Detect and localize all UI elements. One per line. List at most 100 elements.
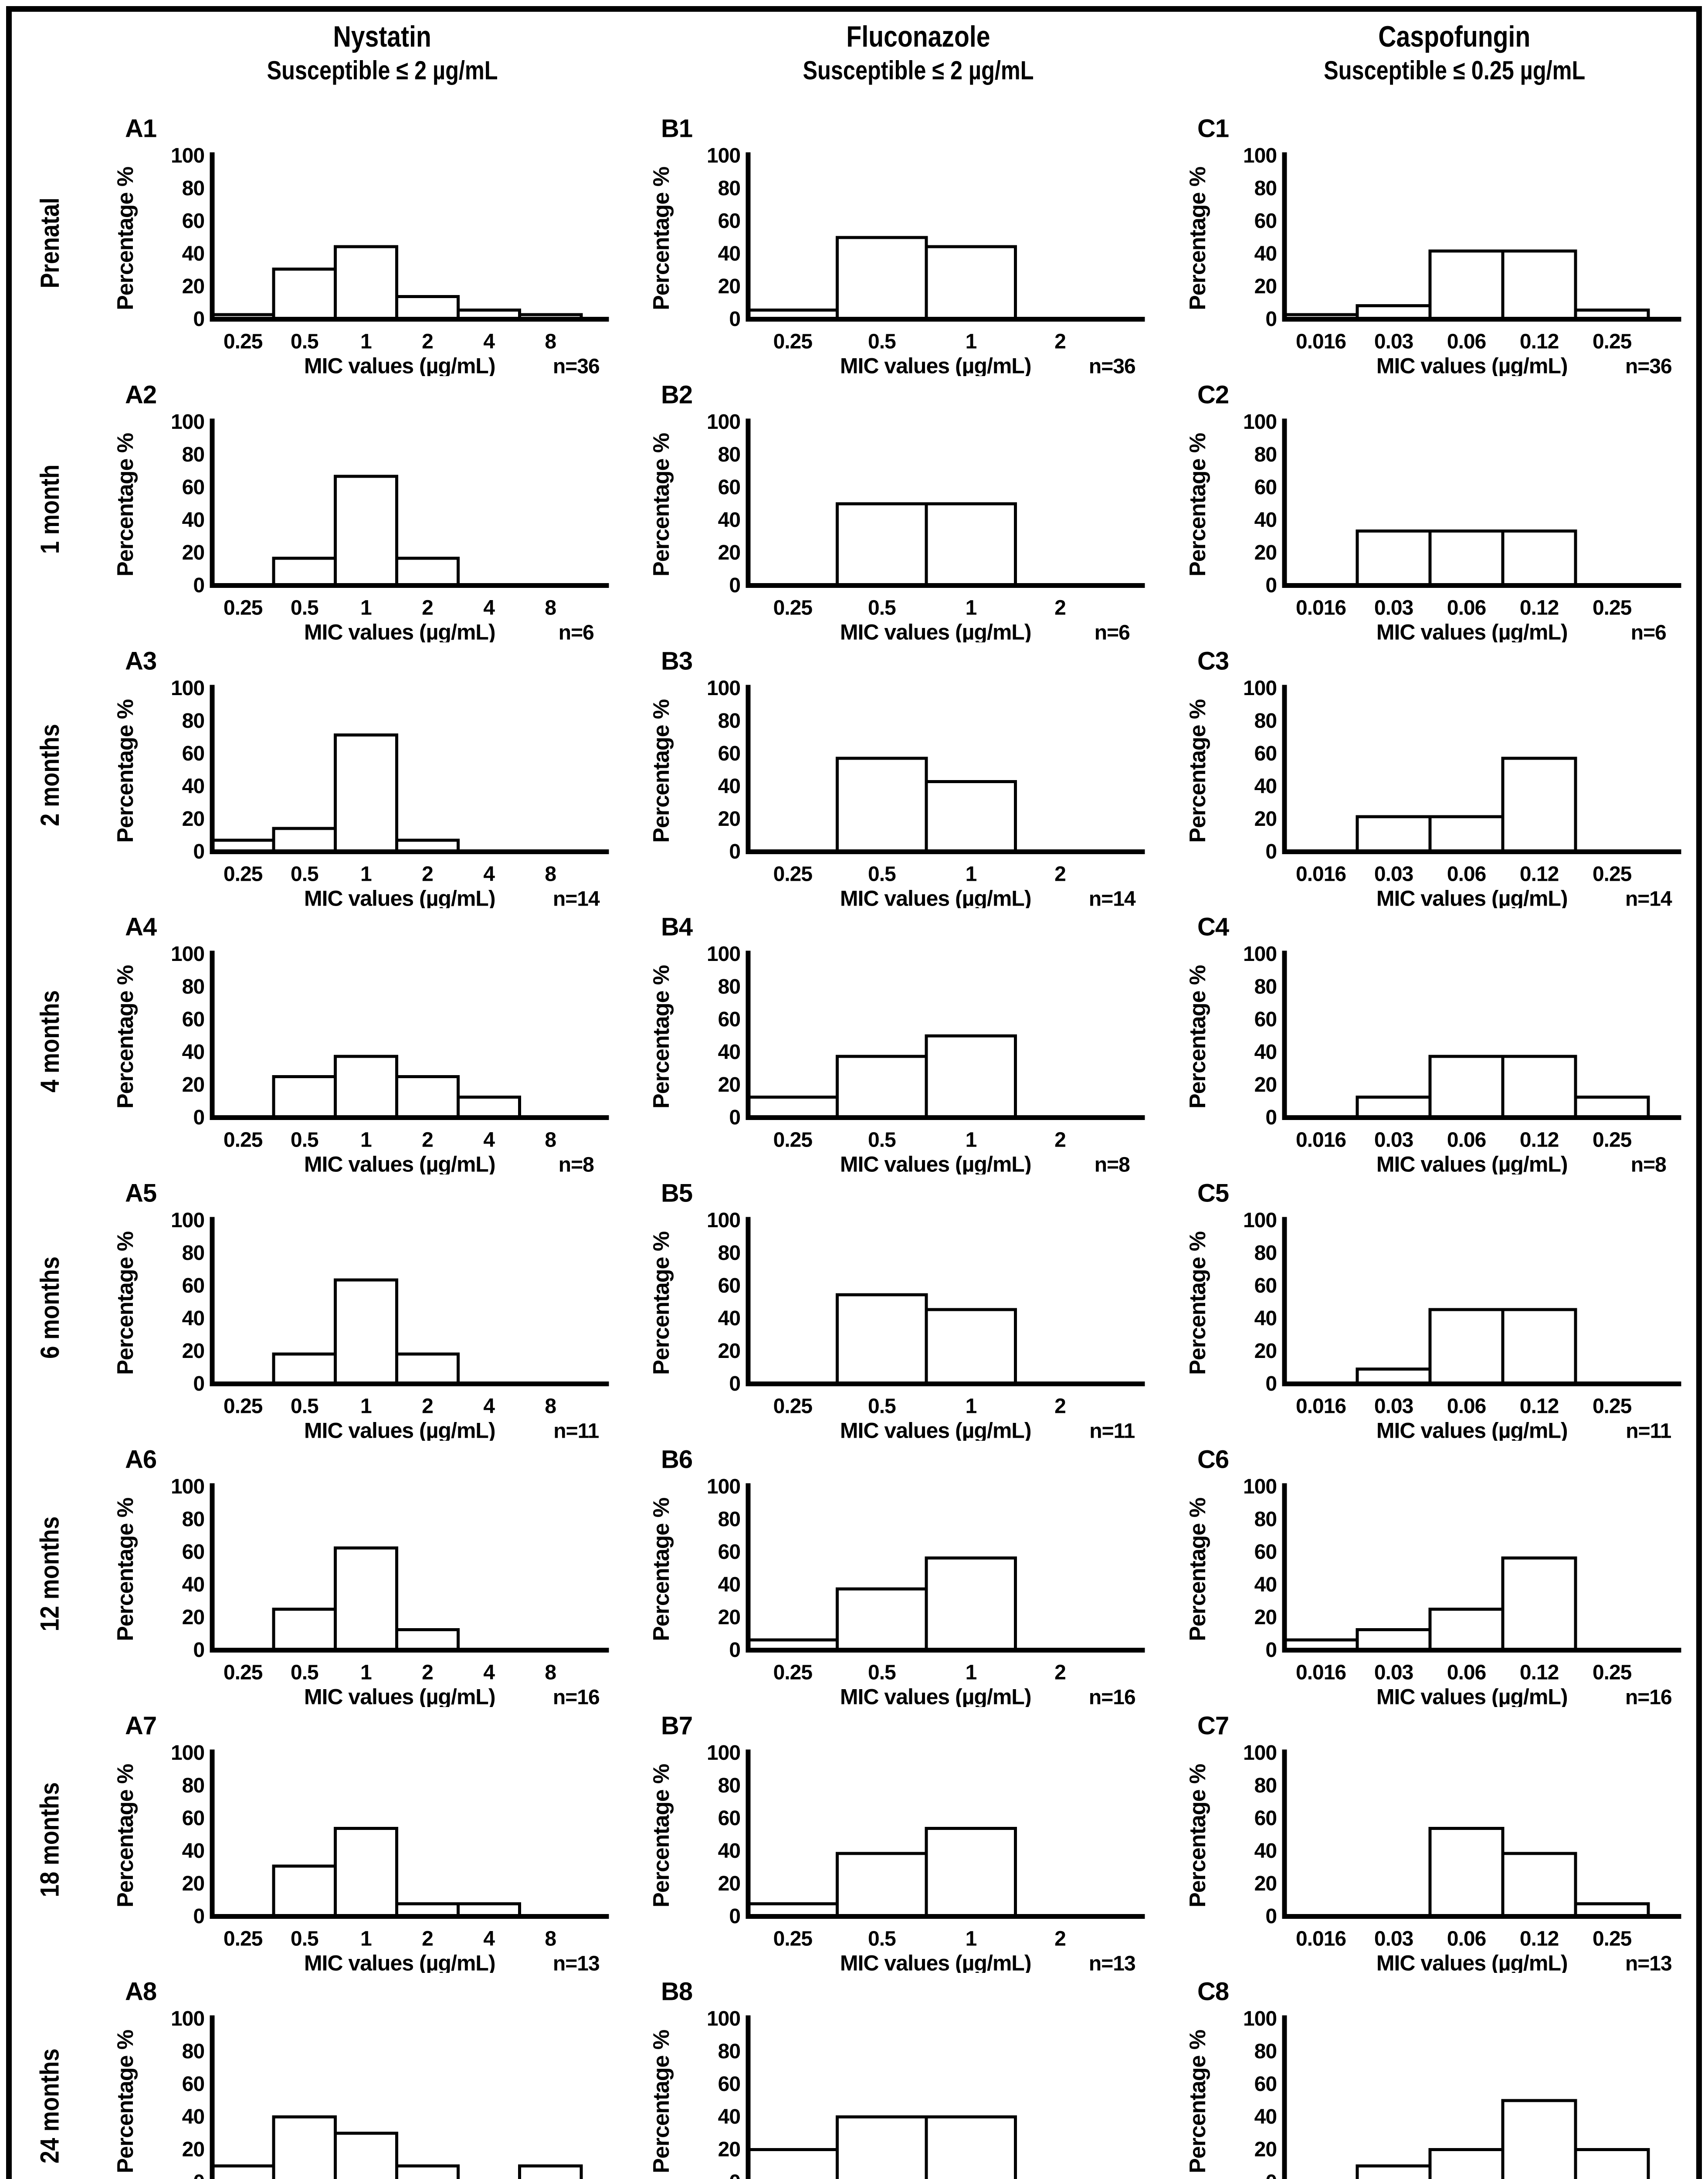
x-tick-label: 0.016 <box>1296 596 1346 619</box>
chart-cell-B6: 0 20 40 60 80 100 Percentage % 0.25 0.5 1 2 MIC val… <box>624 1441 1160 1707</box>
y-tick-label: 20 <box>718 275 740 298</box>
y-tick-label: 60 <box>718 1008 740 1031</box>
panel-id-label: A3 <box>125 647 156 675</box>
x-tick-label: 0.25 <box>773 330 813 353</box>
sample-size-label: n=11 <box>1626 1419 1671 1440</box>
bar-B7-0.5 <box>836 1852 929 1918</box>
y-tick-label: 60 <box>1254 210 1276 233</box>
x-axis-label: MIC values (µg/mL) <box>1376 1418 1568 1440</box>
sample-size-label: n=16 <box>1089 1686 1135 1707</box>
y-tick-label: 80 <box>182 709 204 732</box>
x-tick-label: 0.5 <box>868 1927 896 1950</box>
x-tick-label: 0.06 <box>1447 1395 1486 1418</box>
chart-A6: 0 20 40 60 80 100 Percentage % 0.25 0.5 1 2 4 8 MIC v… <box>113 1445 609 1707</box>
y-tick-label: 0 <box>729 308 741 331</box>
panel-id-label: C2 <box>1197 380 1229 409</box>
bar-B8-0.5 <box>836 2115 929 2179</box>
bar-B2-1 <box>925 502 1017 587</box>
sample-size-label: n=14 <box>1625 887 1672 908</box>
x-tick-label: 0.016 <box>1296 1927 1346 1950</box>
panel-id-label: B3 <box>661 647 692 675</box>
bar-A5-1 <box>333 1278 398 1385</box>
x-tick-label: 4 <box>483 1129 495 1152</box>
bar-C5-0.12 <box>1501 1308 1577 1385</box>
x-tick-label: 0.5 <box>868 1129 896 1152</box>
bar-A5-2 <box>395 1352 460 1385</box>
x-tick-label: 0.016 <box>1296 1661 1346 1684</box>
y-tick-label: 60 <box>182 476 204 499</box>
y-axis-label: Percentage % <box>113 2030 138 2173</box>
y-tick-label: 60 <box>1254 2073 1276 2096</box>
y-tick-label: 20 <box>182 1340 204 1363</box>
bar-A8-2 <box>395 2164 460 2179</box>
row-label-prenatal: Prenatal <box>35 197 64 288</box>
y-tick-label: 40 <box>182 1307 204 1330</box>
axes-A3 <box>210 684 609 854</box>
drug-title: Caspofungin <box>1378 20 1531 53</box>
axes-B6 <box>746 1483 1145 1653</box>
y-tick-label: 40 <box>1254 774 1276 798</box>
y-axis-label: Percentage % <box>113 1498 138 1641</box>
panel-id-label: C4 <box>1197 913 1229 941</box>
axes-C2 <box>1282 418 1681 588</box>
y-tick-label: 80 <box>1254 975 1276 998</box>
bar-A3-0.5 <box>272 826 337 853</box>
x-tick-label: 2 <box>422 1395 433 1418</box>
x-tick-label: 0.06 <box>1447 1129 1486 1152</box>
bar-C4-0.25 <box>1574 1096 1650 1120</box>
panel-id-label: A1 <box>125 114 156 143</box>
sample-size-label: n=8 <box>1630 1154 1666 1174</box>
bar-A6-1 <box>333 1546 398 1652</box>
bar-B7-1 <box>925 1826 1017 1918</box>
panel-id-label: B2 <box>661 380 692 409</box>
y-tick-label: 0 <box>1265 1106 1277 1129</box>
x-axis-label: MIC values (µg/mL) <box>840 886 1031 908</box>
axes-C6 <box>1282 1483 1681 1653</box>
panel-id-label: C3 <box>1197 647 1229 675</box>
y-tick-label: 0 <box>193 840 204 863</box>
y-tick-label: 100 <box>707 943 740 966</box>
y-tick-label: 100 <box>171 676 204 699</box>
x-tick-label: 4 <box>483 1395 495 1418</box>
y-tick-label: 40 <box>718 242 740 265</box>
y-tick-label: 0 <box>729 1106 741 1129</box>
bar-A4-4 <box>457 1096 522 1120</box>
bar-B5-1 <box>925 1308 1017 1385</box>
y-tick-label: 20 <box>718 2138 740 2161</box>
figure-frame: Nystatin Susceptible ≤ 2 µg/mL Fluconazo… <box>6 6 1702 2179</box>
y-tick-label: 100 <box>171 411 204 434</box>
column-header-fluconazole: Fluconazole Susceptible ≤ 2 µg/mL <box>624 12 1160 110</box>
x-tick-label: 2 <box>1054 862 1066 886</box>
bar-C2-0.12 <box>1501 529 1577 587</box>
bar-A7-1 <box>333 1826 398 1918</box>
bar-C3-0.03 <box>1356 815 1432 853</box>
y-tick-label: 100 <box>1243 2007 1277 2030</box>
x-tick-label: 2 <box>422 1129 433 1152</box>
bar-C7-0.12 <box>1501 1852 1577 1918</box>
chart-cell-A7: 0 20 40 60 80 100 Percentage % 0.25 0.5 1 2 4 8 MIC v… <box>88 1707 624 1973</box>
x-tick-label: 2 <box>422 330 433 353</box>
axes-B2 <box>746 418 1145 588</box>
y-tick-label: 20 <box>718 1606 740 1629</box>
drug-title: Fluconazole <box>846 20 990 53</box>
x-tick-label: 0.25 <box>224 1661 263 1684</box>
chart-B3: 0 20 40 60 80 100 Percentage % 0.25 0.5 1 2 MIC val… <box>649 647 1145 908</box>
x-tick-label: 8 <box>545 1395 556 1418</box>
y-tick-label: 60 <box>182 2073 204 2096</box>
bar-C1-0.06 <box>1428 249 1505 321</box>
panel-id-label: A8 <box>125 1978 156 2006</box>
chart-B5: 0 20 40 60 80 100 Percentage % 0.25 0.5 1 2 MIC val… <box>649 1179 1145 1441</box>
y-tick-label: 80 <box>182 177 204 200</box>
sample-size-label: n=16 <box>1625 1686 1672 1707</box>
y-tick-label: 60 <box>718 1274 740 1297</box>
y-tick-label: 80 <box>718 1508 740 1531</box>
y-tick-label: 20 <box>1254 1073 1276 1096</box>
x-tick-label: 1 <box>966 862 977 886</box>
bar-A2-1 <box>333 475 398 587</box>
x-tick-label: 0.12 <box>1520 330 1559 353</box>
y-tick-label: 100 <box>707 411 740 434</box>
